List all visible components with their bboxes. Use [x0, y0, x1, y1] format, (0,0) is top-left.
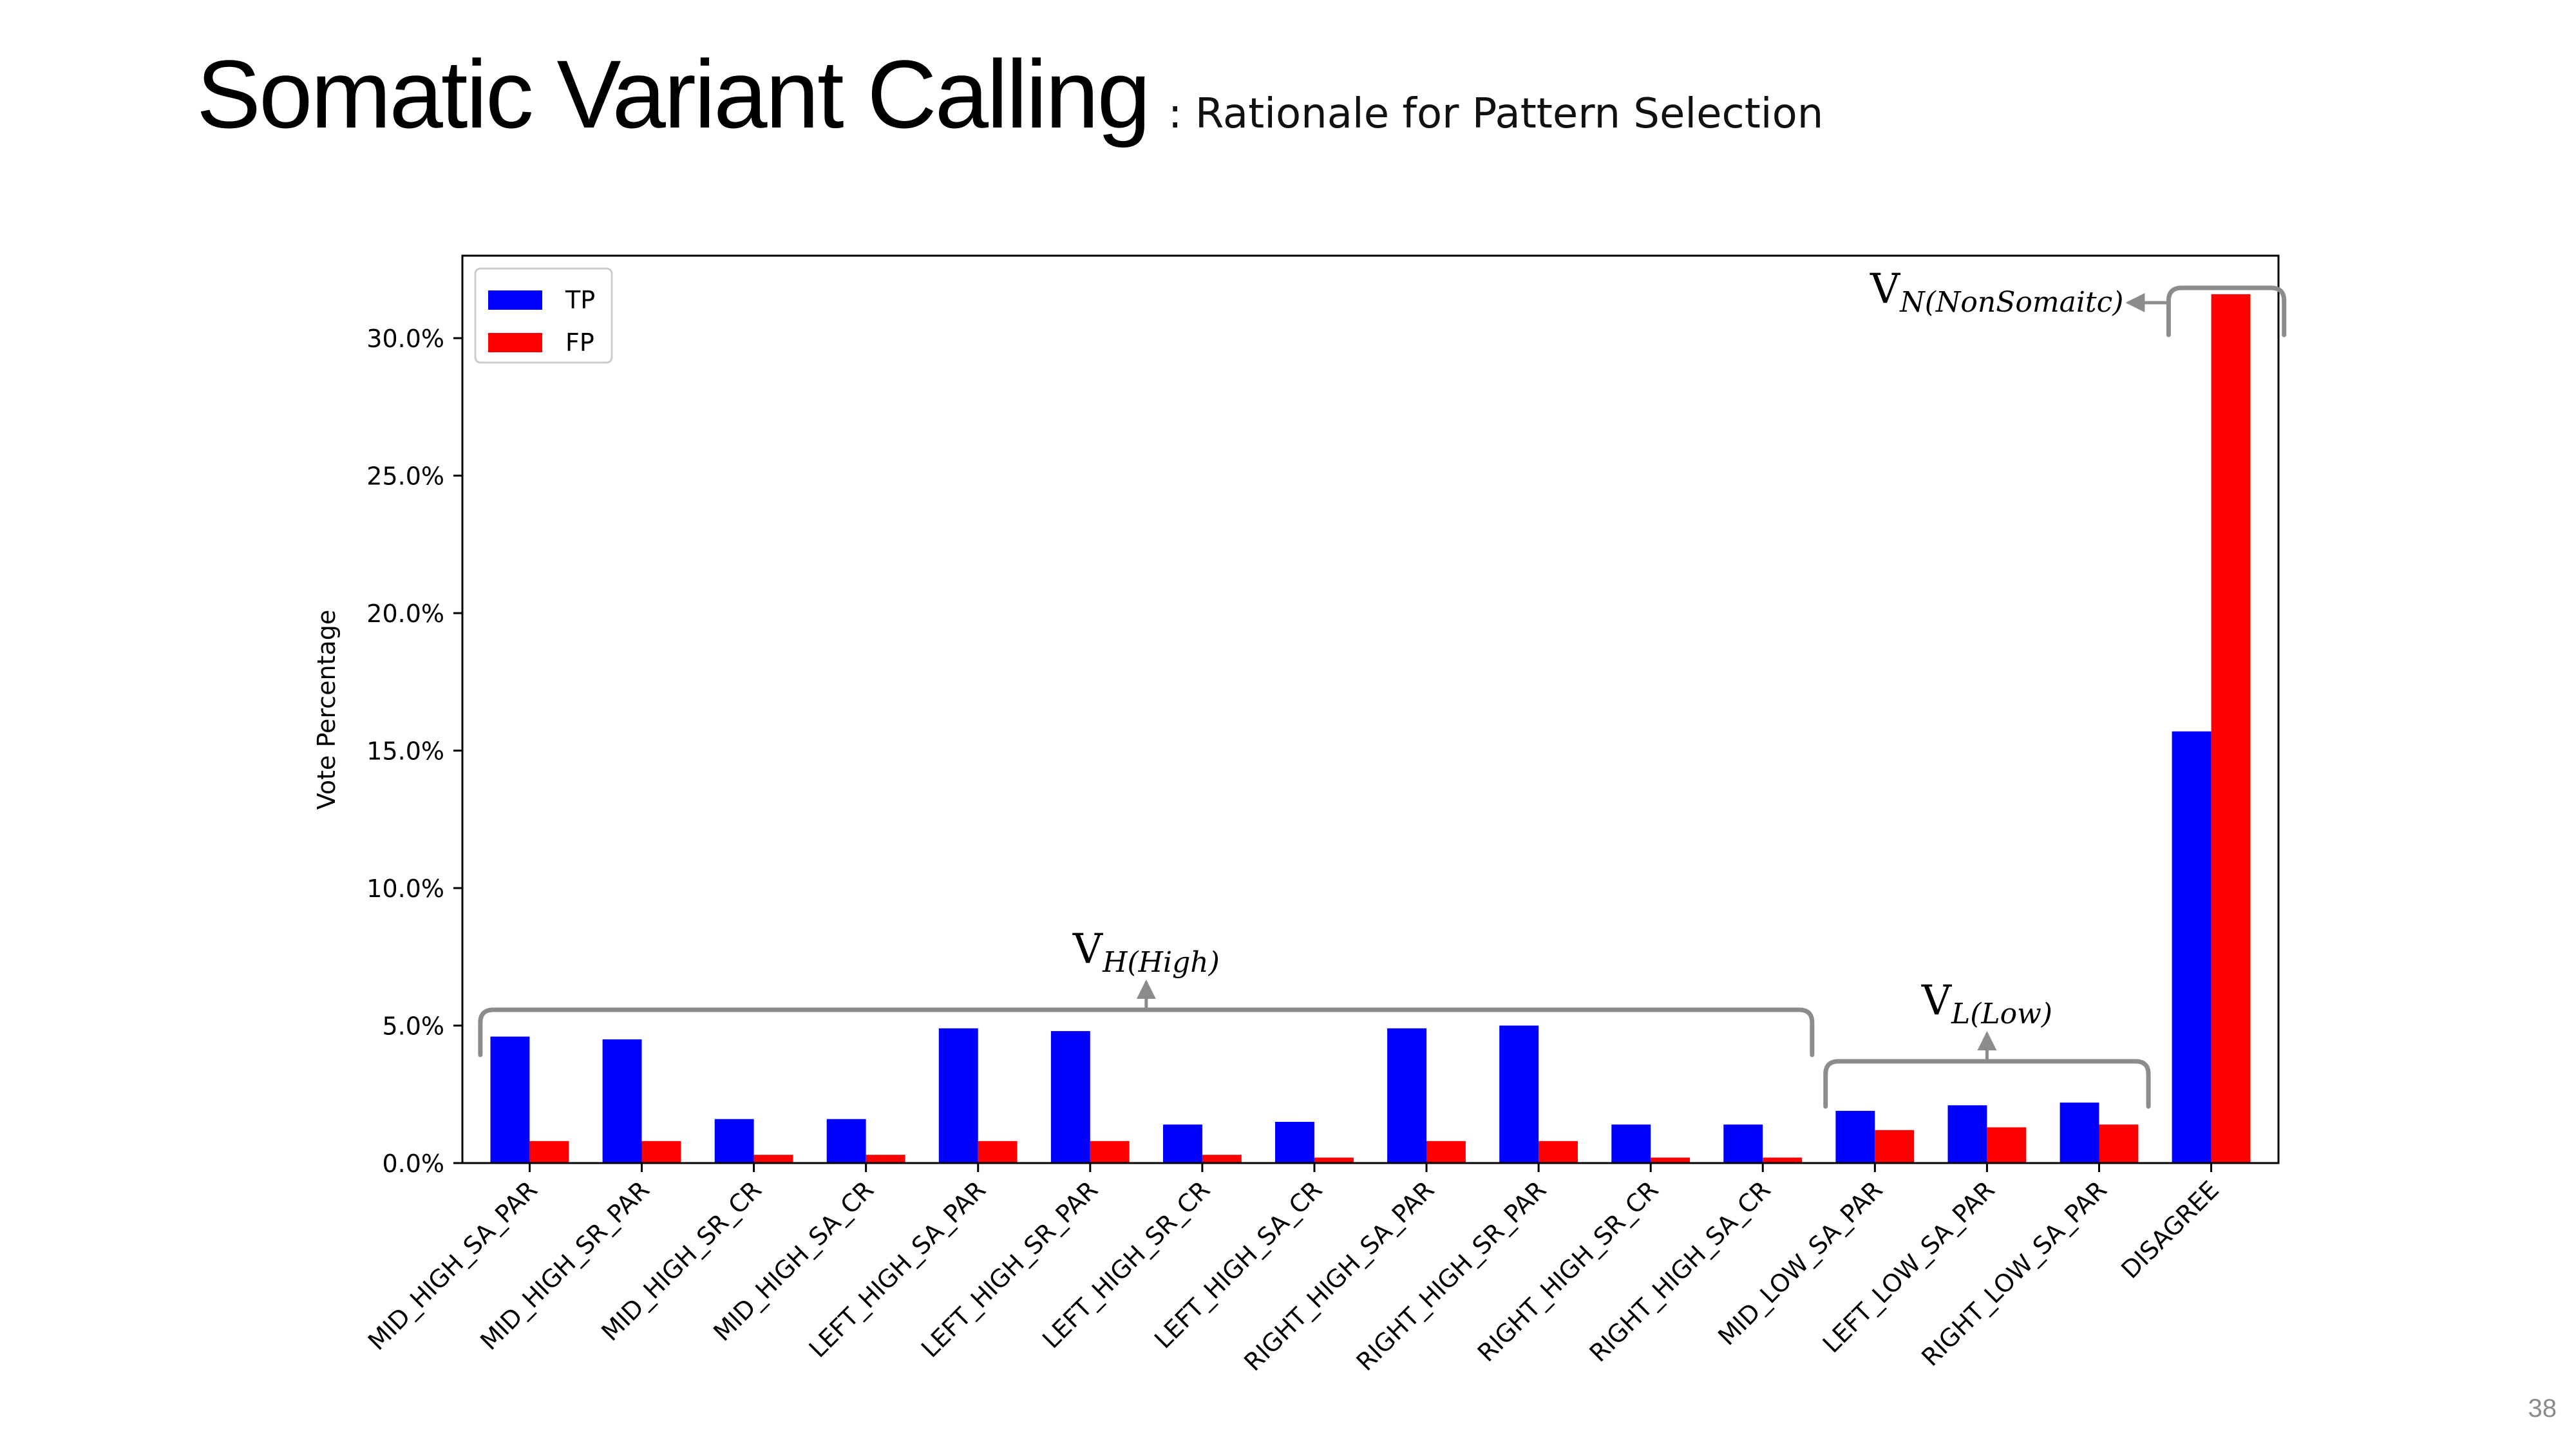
annotation-v-nonsomatic: VN(NonSomaitc) — [1870, 265, 2123, 319]
bar-tp-11 — [1723, 1124, 1763, 1163]
bar-tp-9 — [1499, 1025, 1539, 1163]
bar-fp-0 — [529, 1141, 569, 1163]
bracket-low — [1823, 1059, 2151, 1109]
y-tick-label-6: 30.0% — [366, 325, 444, 353]
legend-label-tp: TP — [565, 286, 595, 314]
y-tick-label-0: 0.0% — [382, 1150, 444, 1178]
annotation-v-high: VH(High) — [1072, 925, 1220, 979]
bar-fp-8 — [1426, 1141, 1466, 1163]
bar-tp-5 — [1050, 1031, 1090, 1163]
legend-swatch-fp — [488, 333, 542, 352]
x-tick-label-10: RIGHT_HIGH_SR_CR — [1472, 1175, 1664, 1367]
page-number: 38 — [2528, 1394, 2557, 1423]
bar-tp-7 — [1275, 1122, 1314, 1163]
legend: TP FP — [474, 267, 613, 364]
bar-fp-3 — [866, 1155, 905, 1163]
bar-tp-8 — [1387, 1028, 1426, 1163]
bar-fp-13 — [1987, 1127, 2027, 1163]
bar-tp-13 — [1947, 1105, 1987, 1163]
bar-tp-15 — [2172, 731, 2211, 1163]
plot-frame — [461, 254, 2280, 1164]
bar-fp-4 — [978, 1141, 1018, 1163]
y-tick-label-1: 5.0% — [382, 1012, 444, 1041]
y-tick-label-5: 25.0% — [366, 462, 444, 491]
bar-fp-10 — [1651, 1157, 1690, 1163]
x-tick-label-15: DISAGREE — [2116, 1175, 2224, 1284]
slide-title-main: Somatic Variant Calling — [196, 40, 1151, 148]
x-tick-label-11: RIGHT_HIGH_SA_CR — [1584, 1175, 1776, 1367]
annotation-v-low: VL(Low) — [1921, 977, 2052, 1030]
x-tick-label-8: RIGHT_HIGH_SA_PAR — [1238, 1175, 1439, 1376]
bar-tp-1 — [602, 1039, 642, 1163]
bracket-high — [478, 1007, 1815, 1057]
bar-tp-4 — [938, 1028, 978, 1163]
x-tick-label-9: RIGHT_HIGH_SR_PAR — [1351, 1175, 1552, 1376]
bar-fp-9 — [1539, 1141, 1578, 1163]
legend-swatch-tp — [488, 290, 542, 310]
bar-tp-12 — [1835, 1110, 1875, 1163]
bar-tp-6 — [1163, 1124, 1202, 1163]
bar-fp-7 — [1314, 1157, 1354, 1163]
bracket-nonsomatic — [2166, 285, 2287, 337]
bar-tp-10 — [1611, 1124, 1651, 1163]
bar-fp-1 — [641, 1141, 681, 1163]
bar-fp-6 — [1202, 1155, 1242, 1163]
bar-fp-11 — [1763, 1157, 1803, 1163]
bar-tp-0 — [490, 1036, 530, 1163]
bar-tp-14 — [2060, 1103, 2099, 1163]
y-axis-label: Vote Percentage — [312, 610, 341, 810]
slide-subtitle: : Rationale for Pattern Selection — [1168, 90, 1824, 138]
bar-fp-2 — [753, 1155, 793, 1163]
bar-fp-14 — [2099, 1124, 2139, 1163]
x-tick-label-14: RIGHT_LOW_SA_PAR — [1916, 1175, 2112, 1372]
bar-tp-2 — [714, 1119, 754, 1163]
bar-fp-5 — [1090, 1141, 1130, 1163]
bar-tp-3 — [826, 1119, 866, 1163]
y-tick-label-3: 15.0% — [366, 737, 444, 766]
legend-label-fp: FP — [565, 328, 594, 357]
y-tick-label-2: 10.0% — [366, 875, 444, 903]
slide-title: Somatic Variant Calling : Rationale for P… — [196, 39, 1823, 150]
bar-fp-15 — [2211, 294, 2251, 1163]
y-tick-label-4: 20.0% — [366, 600, 444, 628]
bar-fp-12 — [1875, 1130, 1915, 1163]
